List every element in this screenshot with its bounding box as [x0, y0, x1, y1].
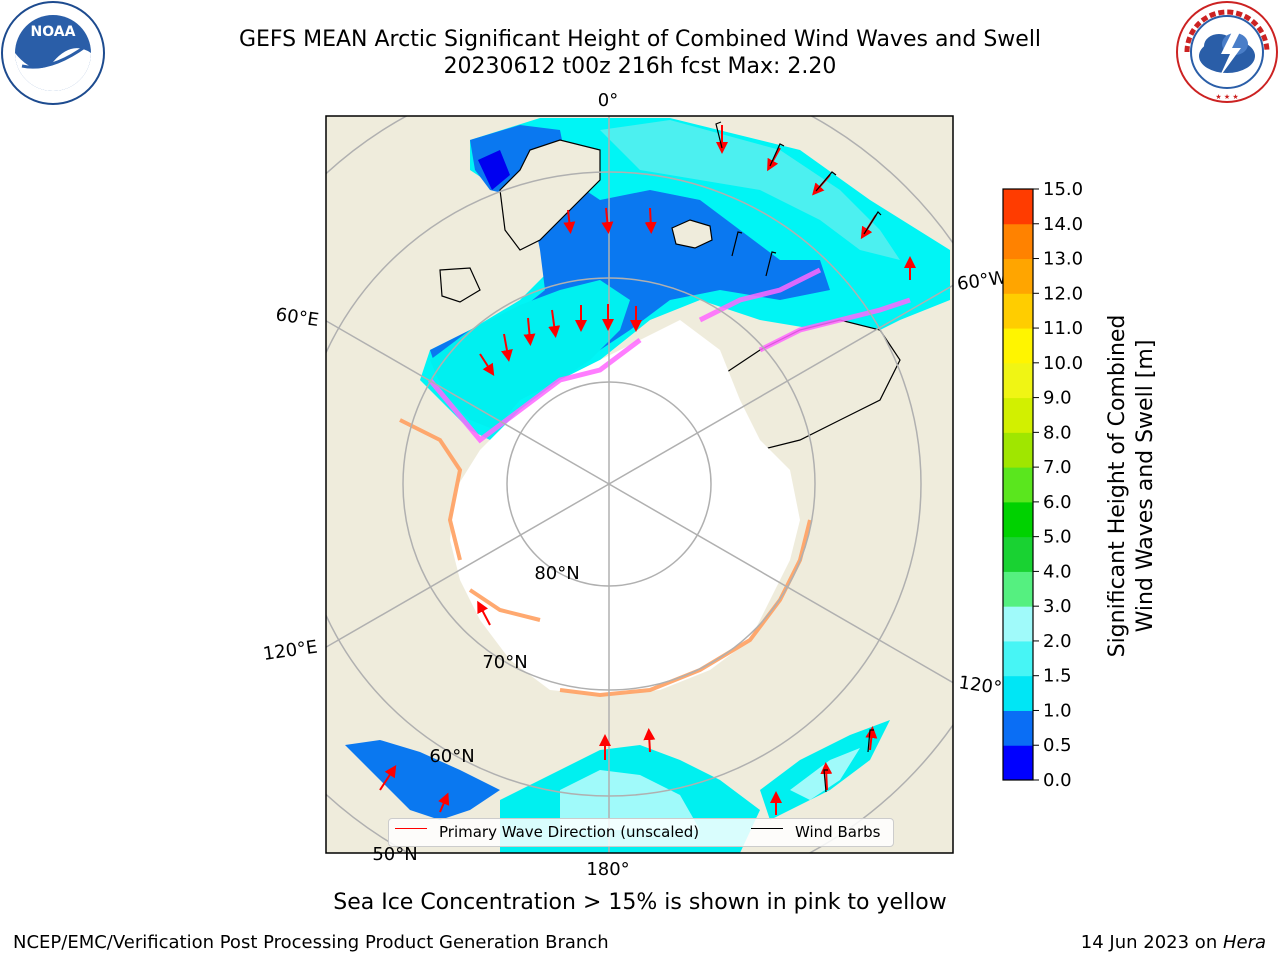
chart-title: GEFS MEAN Arctic Significant Height of C… [238, 27, 1042, 52]
colorbar-bin [1003, 640, 1033, 677]
colorbar-tick-label: 7.0 [1043, 457, 1072, 478]
svalbard-land [671, 219, 713, 249]
colorbar-tick-label: 15.0 [1043, 179, 1083, 200]
lat-label-70n: 70°N [482, 652, 527, 673]
okhotsk-wave-field [345, 740, 500, 820]
footer-date: 14 Jun 2023 on Hera [1081, 932, 1266, 953]
wave-arrow [643, 728, 656, 753]
lat-label-50n: 50°N [372, 844, 417, 865]
bering-light-patch [560, 770, 700, 830]
map-legend: Primary Wave Direction (unscaled) Wind B… [388, 818, 894, 847]
colorbar-title-line2: Wind Waves and Swell [m] [1133, 340, 1158, 633]
wind-barb [765, 251, 777, 277]
colorbar-bin [1003, 710, 1033, 746]
colorbar-title-line1: Significant Height of Combined [1105, 315, 1130, 658]
colorbar-tick-label: 1.5 [1043, 666, 1072, 687]
lon-label-180: 180° [586, 859, 629, 880]
wave-arrow [563, 209, 576, 234]
chart-subtitle: 20230612 t00z 216h fcst Max: 2.20 [443, 54, 837, 79]
wind-barb [715, 121, 723, 149]
footer-branch: NCEP/EMC/Verification Post Processing Pr… [13, 932, 609, 953]
colorbar-tick-label: 11.0 [1043, 318, 1083, 339]
colorbar-bin [1003, 223, 1033, 260]
colorbar-bin [1003, 571, 1033, 607]
wave-arrow [523, 317, 536, 346]
map-frame [325, 115, 954, 854]
colorbar-tick-label: 2.0 [1043, 631, 1072, 652]
novaya-zemlya-land [439, 267, 481, 303]
colorbar-bin [1003, 362, 1033, 399]
lon-label-60e: 60°E [274, 304, 320, 331]
colorbar-tick-label: 0.0 [1043, 770, 1072, 791]
map-frame-content [326, 116, 953, 853]
graticule [326, 116, 953, 853]
wave-arrow [820, 762, 833, 791]
colorbar-tick-label: 4.0 [1043, 561, 1072, 582]
colorbar-bin [1003, 606, 1033, 642]
colorbar-bin [1003, 745, 1033, 781]
lon-label-120e: 120°E [262, 637, 319, 665]
wave-arrow [865, 726, 878, 751]
colorbar-tick-label: 14.0 [1043, 214, 1083, 235]
wind-barbs-legend-line [751, 828, 783, 829]
scandinavia-land [499, 139, 601, 251]
wind-barb [867, 729, 874, 753]
colorbar-tick-label: 10.0 [1043, 353, 1083, 374]
wind-barb [731, 231, 743, 257]
noaa-logo: NOAA [1, 1, 105, 105]
wind-barbs-legend-label: Wind Barbs [795, 823, 881, 841]
colorbar: 0.0 0.5 1.0 1.5 2.0 3.0 4.0 5.0 6.0 7.0 8.0 9.0 10.0… [1002, 179, 1083, 791]
colorbar-title-group: Significant Height of Combined Wind Wave… [1105, 315, 1158, 658]
colorbar-tick-label: 8.0 [1043, 422, 1072, 443]
wave-arrow [548, 309, 561, 338]
colorbar-bin [1003, 467, 1033, 503]
wave-direction-legend-label: Primary Wave Direction (unscaled) [439, 823, 700, 841]
lat-label-80n: 80°N [534, 563, 579, 584]
colorbar-bin [1003, 189, 1033, 225]
footer-date-text: 14 Jun 2023 on [1080, 932, 1223, 953]
colorbar-tick-label: 9.0 [1043, 388, 1072, 409]
wind-barb [815, 171, 837, 192]
wave-arrow [477, 600, 491, 626]
wind-barbs [715, 121, 882, 793]
lon-label-0: 0° [598, 90, 618, 111]
colorbar-tick-label: 13.0 [1043, 249, 1083, 270]
colorbar-bin [1003, 675, 1033, 711]
colorbar-tick-label: 0.5 [1043, 735, 1072, 756]
sea-ice-pack [450, 320, 800, 695]
nws-logo: ★ ★ ★ [1176, 1, 1278, 103]
svg-text:★ ★ ★: ★ ★ ★ [1215, 93, 1238, 101]
colorbar-bin [1003, 501, 1033, 538]
wave-arrow [379, 764, 397, 791]
footer-host: Hera [1222, 932, 1266, 953]
wave-arrow [479, 353, 495, 377]
colorbar-tick-label: 3.0 [1043, 596, 1072, 617]
colorbar-tick-label: 6.0 [1043, 492, 1072, 513]
noaa-logo-text: NOAA [31, 24, 76, 40]
colorbar-tick-label: 1.0 [1043, 700, 1072, 721]
lat-label-60n: 60°N [429, 746, 474, 767]
wave-arrow [501, 333, 513, 362]
colorbar-bin [1003, 432, 1033, 468]
colorbar-bin [1003, 328, 1033, 364]
lon-label-60w: 60°W [956, 267, 1008, 295]
colorbar-frame [1002, 188, 1034, 781]
colorbar-bin [1003, 258, 1033, 294]
colorbar-bin [1003, 293, 1033, 329]
wave-arrow [601, 207, 614, 234]
white-sea-patch [478, 150, 510, 190]
wind-barb [769, 143, 785, 167]
colorbar-tick-label: 5.0 [1043, 527, 1072, 548]
colorbar-bin [1003, 397, 1033, 433]
atlantic-light-patch [600, 120, 900, 260]
colorbar-bin [1003, 536, 1033, 572]
wind-barb [863, 211, 882, 235]
wave-direction-legend-line [395, 828, 427, 829]
sea-ice-note: Sea Ice Concentration > 15% is shown in … [333, 890, 947, 915]
wave-arrow [438, 792, 450, 813]
colorbar-tick-label: 12.0 [1043, 283, 1083, 304]
wind-barb [823, 769, 828, 793]
wave-arrow [644, 207, 657, 234]
